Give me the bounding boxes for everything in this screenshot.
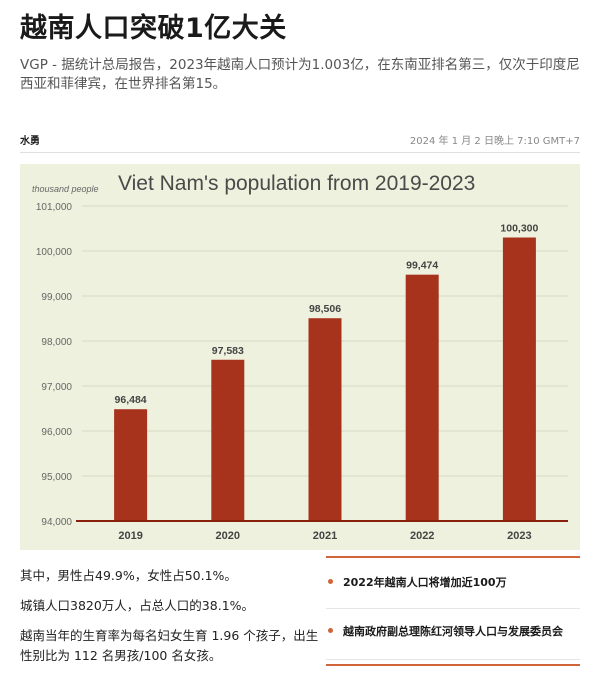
chart-y-tick-label: 100,000	[36, 247, 73, 258]
chart-data-label: 97,583	[212, 345, 244, 357]
chart-y-tick-label: 95,000	[41, 472, 72, 483]
publish-date: 2024 年 1 月 2 日晚上 7:10 GMT+7	[409, 136, 580, 147]
chart-svg: Viet Nam's population from 2019-2023 tho…	[32, 172, 568, 542]
population-chart: Viet Nam's population from 2019-2023 tho…	[20, 164, 580, 550]
related-article-title: 2022年越南人口将增加近100万	[343, 576, 507, 589]
article-lead: VGP - 据统计总局报告，2023年越南人口预计为1.003亿，在东南亚排名第…	[20, 57, 580, 92]
fact-gender: 其中，男性占49.9%，女性占50.1%。	[20, 568, 237, 583]
chart-x-tick-label: 2022	[410, 530, 434, 542]
chart-y-tick-label: 96,000	[41, 427, 72, 438]
chart-y-tick-label: 99,000	[41, 292, 72, 303]
chart-y-axis-label: thousand people	[32, 184, 99, 194]
chart-y-tick-label: 97,000	[41, 382, 72, 393]
fact-urban: 城镇人口3820万人，占总人口的38.1%。	[20, 598, 255, 613]
fact-fertility: 越南当年的生育率为每名妇女生育 1.96 个孩子，出生性别比为 112 名男孩/…	[20, 628, 319, 663]
chart-y-tick-label: 98,000	[41, 337, 72, 348]
chart-bar	[211, 359, 245, 521]
chart-bar	[308, 318, 342, 521]
facts-section: 其中，男性占49.9%，女性占50.1%。 城镇人口3820万人，占总人口的38…	[20, 566, 320, 676]
chart-y-tick-label: 94,000	[41, 517, 72, 528]
chart-x-tick-label: 2023	[507, 530, 531, 542]
chart-bar	[502, 237, 536, 521]
chart-x-tick-label: 2019	[118, 530, 142, 542]
chart-data-label: 99,474	[406, 260, 438, 272]
chart-x-tick-label: 2021	[313, 530, 337, 542]
bullet-icon	[328, 628, 333, 633]
article-headline: 越南人口突破1亿大关	[20, 13, 287, 44]
related-article-link[interactable]: 越南政府副总理陈红河领导人口与发展委员会	[326, 609, 580, 660]
byline-divider	[20, 152, 580, 153]
chart-y-tick-label: 101,000	[36, 202, 73, 213]
chart-bar	[405, 274, 439, 521]
related-article-title: 越南政府副总理陈红河领导人口与发展委员会	[343, 625, 563, 638]
chart-title: Viet Nam's population from 2019-2023	[118, 172, 475, 195]
related-articles: 2022年越南人口将增加近100万 越南政府副总理陈红河领导人口与发展委员会	[326, 556, 580, 666]
chart-data-label: 100,300	[500, 223, 538, 235]
chart-data-label: 96,484	[115, 394, 147, 406]
related-article-link[interactable]: 2022年越南人口将增加近100万	[326, 558, 580, 609]
chart-data-label: 98,506	[309, 303, 341, 315]
bullet-icon	[328, 579, 333, 584]
chart-bar	[114, 409, 148, 521]
chart-x-tick-label: 2020	[216, 530, 240, 542]
author-name[interactable]: 水勇	[20, 136, 40, 147]
related-bottom-rule	[326, 664, 580, 666]
